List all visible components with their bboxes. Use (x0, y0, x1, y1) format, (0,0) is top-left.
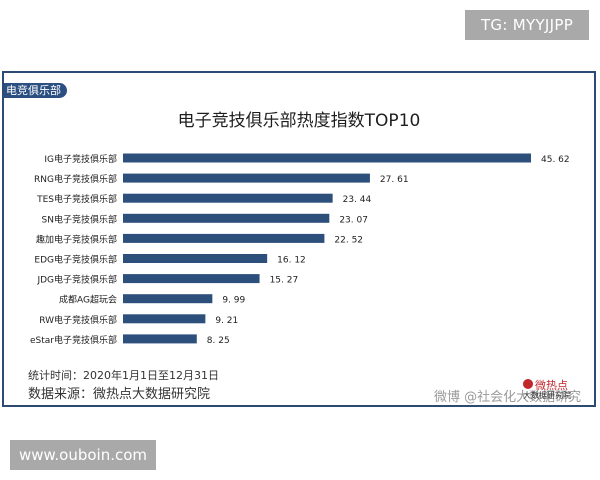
card-tag: 电竞俱乐部 (4, 83, 67, 98)
footnote-period: 统计时间：2020年1月1日至12月31日 (28, 369, 219, 382)
category-label: 成都AG超玩会 (59, 294, 117, 306)
bar (123, 153, 531, 163)
category-label: eStar电子竞技俱乐部 (30, 334, 117, 346)
value-label: 23. 07 (339, 215, 368, 225)
value-label: 16. 12 (277, 256, 306, 266)
bar (123, 274, 260, 284)
brand-logo-icon (523, 379, 533, 389)
chart-title: 电子竞技俱乐部热度指数TOP10 (177, 111, 421, 131)
bar (123, 193, 333, 203)
category-label: EDG电子竞技俱乐部 (34, 254, 117, 266)
value-label: 9. 99 (222, 296, 245, 306)
bar (123, 314, 206, 324)
bar (123, 254, 268, 263)
value-label: 23. 44 (343, 195, 372, 205)
bar (123, 233, 325, 243)
bar-chart: IG电子竞技俱乐部 45. 62 RNG电子竞技俱乐部 27. 61 TES电子竞技俱乐… (30, 153, 570, 346)
weibo-watermark: 微博 @社会化大数据研究 (434, 390, 582, 405)
brand-logo: 微热点 大数据研究院 (521, 377, 589, 405)
bar (123, 334, 197, 344)
value-label: 8. 25 (207, 336, 230, 346)
bar (123, 213, 330, 223)
footnote-source: 数据来源：微热点大数据研究院 (28, 387, 211, 402)
bar (123, 294, 213, 304)
value-label: 27. 61 (380, 175, 409, 185)
url-badge: www.ouboin.com (10, 440, 156, 470)
category-label: RNG电子竞技俱乐部 (34, 173, 117, 185)
category-label: SN电子竞技俱乐部 (42, 213, 117, 225)
brand-subtitle: 大数据研究院 (523, 391, 571, 400)
category-label: RW电子竞技俱乐部 (39, 314, 117, 326)
category-label: IG电子竞技俱乐部 (44, 153, 117, 165)
value-label: 9. 21 (215, 316, 238, 326)
category-label: 趣加电子竞技俱乐部 (36, 233, 117, 245)
bar (123, 173, 370, 183)
value-label: 45. 62 (541, 155, 570, 165)
tg-badge: TG: MYYJJPP (465, 10, 589, 40)
category-label: TES电子竞技俱乐部 (36, 193, 117, 205)
value-label: 15. 27 (270, 276, 299, 286)
brand-name: 微热点 (535, 379, 568, 392)
value-label: 22. 52 (334, 235, 363, 245)
category-label: JDG电子竞技俱乐部 (36, 274, 117, 286)
chart-card: 电竞俱乐部 电子竞技俱乐部热度指数TOP10 IG电子竞技俱乐部 45. 62 RN… (2, 71, 596, 407)
